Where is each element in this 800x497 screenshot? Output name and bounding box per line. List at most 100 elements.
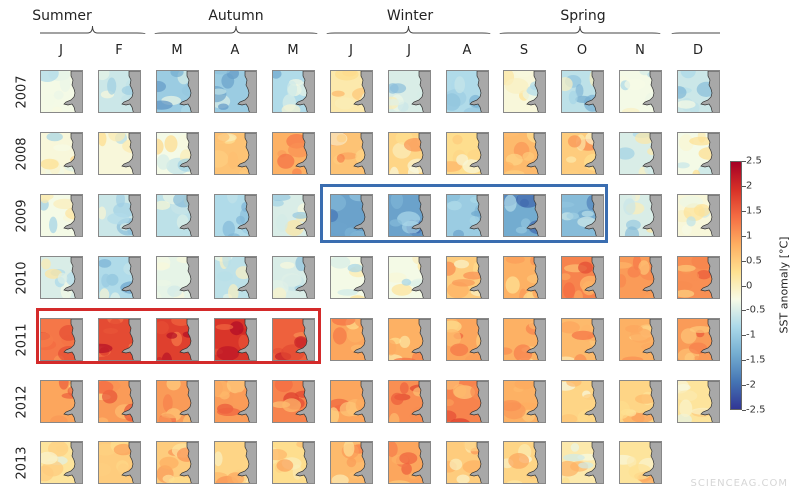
season-label: Winter xyxy=(386,8,434,24)
land-mask xyxy=(642,381,661,422)
land-mask xyxy=(469,133,488,174)
sst-map-2008-11 xyxy=(677,132,720,175)
land-mask xyxy=(642,71,661,112)
season-braces xyxy=(40,25,720,35)
land-mask xyxy=(411,381,430,422)
land-mask xyxy=(295,195,314,236)
land-mask xyxy=(469,195,488,236)
land-mask xyxy=(353,71,372,112)
colorbar-tick xyxy=(742,335,746,337)
sst-map-2008-0 xyxy=(40,132,83,175)
sst-map-2011-8 xyxy=(503,318,546,361)
land-mask xyxy=(584,133,603,174)
sst-map-2009-8 xyxy=(503,194,546,237)
season-brace xyxy=(154,25,318,35)
year-label: 2009 xyxy=(14,199,30,233)
sst-map-2011-4 xyxy=(272,318,315,361)
land-mask xyxy=(411,319,430,360)
sst-map-2010-9 xyxy=(561,256,604,299)
colorbar-tick xyxy=(742,260,746,262)
land-mask xyxy=(700,133,719,174)
sst-map-2012-5 xyxy=(330,380,373,423)
land-mask xyxy=(526,133,545,174)
sst-map-2008-1 xyxy=(98,132,141,175)
land-mask xyxy=(700,257,719,298)
land-mask xyxy=(469,381,488,422)
watermark: SCIENCEAG.COM xyxy=(690,478,788,489)
land-mask xyxy=(584,71,603,112)
sst-map-2013-9 xyxy=(561,441,604,484)
land-mask xyxy=(121,319,140,360)
colorbar-tick-label: -1 xyxy=(746,329,756,341)
land-mask xyxy=(642,133,661,174)
sst-map-2010-8 xyxy=(503,256,546,299)
land-mask xyxy=(295,71,314,112)
land-mask xyxy=(411,133,430,174)
sst-map-2011-1 xyxy=(98,318,141,361)
colorbar-tick-label: 2 xyxy=(746,180,753,192)
sst-map-2010-6 xyxy=(388,256,431,299)
sst-map-2008-8 xyxy=(503,132,546,175)
colorbar-tick xyxy=(742,410,746,411)
highlight-box-2011 xyxy=(36,308,321,364)
sst-map-2011-5 xyxy=(330,318,373,361)
month-label: J xyxy=(349,43,353,58)
land-mask xyxy=(526,257,545,298)
colorbar-tick xyxy=(742,310,746,312)
sst-map-2007-8 xyxy=(503,70,546,113)
colorbar-tick-label: 1.5 xyxy=(746,205,762,217)
land-mask xyxy=(63,133,82,174)
sst-map-2011-9 xyxy=(561,318,604,361)
colorbar-tick xyxy=(742,385,746,387)
land-mask xyxy=(700,195,719,236)
sst-map-2011-11 xyxy=(677,318,720,361)
land-mask xyxy=(237,319,256,360)
highlight-box-2009 xyxy=(320,184,608,243)
sst-map-2011-7 xyxy=(446,318,489,361)
land-mask xyxy=(353,319,372,360)
colorbar-tick-label: 1 xyxy=(746,230,753,242)
land-mask xyxy=(642,195,661,236)
land-mask xyxy=(295,381,314,422)
land-mask xyxy=(469,71,488,112)
sst-map-2012-10 xyxy=(619,380,662,423)
land-mask xyxy=(411,71,430,112)
year-label: 2011 xyxy=(14,323,30,357)
land-mask xyxy=(353,381,372,422)
colorbar-tick-label: -1.5 xyxy=(746,354,766,366)
season-brace xyxy=(326,25,491,35)
land-mask xyxy=(179,381,198,422)
land-mask xyxy=(642,319,661,360)
colorbar-tick xyxy=(742,285,746,287)
land-mask xyxy=(179,257,198,298)
land-mask xyxy=(353,442,372,483)
land-mask xyxy=(353,257,372,298)
land-mask xyxy=(237,133,256,174)
season-brace xyxy=(499,25,661,35)
sst-map-2008-3 xyxy=(214,132,257,175)
land-mask xyxy=(642,257,661,298)
sst-map-2007-7 xyxy=(446,70,489,113)
land-mask xyxy=(179,133,198,174)
sst-map-2007-6 xyxy=(388,70,431,113)
sst-map-2007-5 xyxy=(330,70,373,113)
sst-map-2013-8 xyxy=(503,441,546,484)
month-label: J xyxy=(407,43,411,58)
sst-map-2007-4 xyxy=(272,70,315,113)
colorbar-tick xyxy=(742,235,746,237)
land-mask xyxy=(469,257,488,298)
land-mask xyxy=(584,257,603,298)
month-label: M xyxy=(287,43,299,58)
sst-map-2011-6 xyxy=(388,318,431,361)
sst-map-2013-0 xyxy=(40,441,83,484)
month-label: A xyxy=(230,43,240,58)
land-mask xyxy=(700,71,719,112)
land-mask xyxy=(63,71,82,112)
colorbar-tick-label: 0 xyxy=(746,280,753,291)
month-label: M xyxy=(171,43,183,58)
land-mask xyxy=(295,257,314,298)
sst-map-2012-11 xyxy=(677,380,720,423)
land-mask xyxy=(179,442,198,483)
land-mask xyxy=(121,195,140,236)
land-mask xyxy=(526,71,545,112)
